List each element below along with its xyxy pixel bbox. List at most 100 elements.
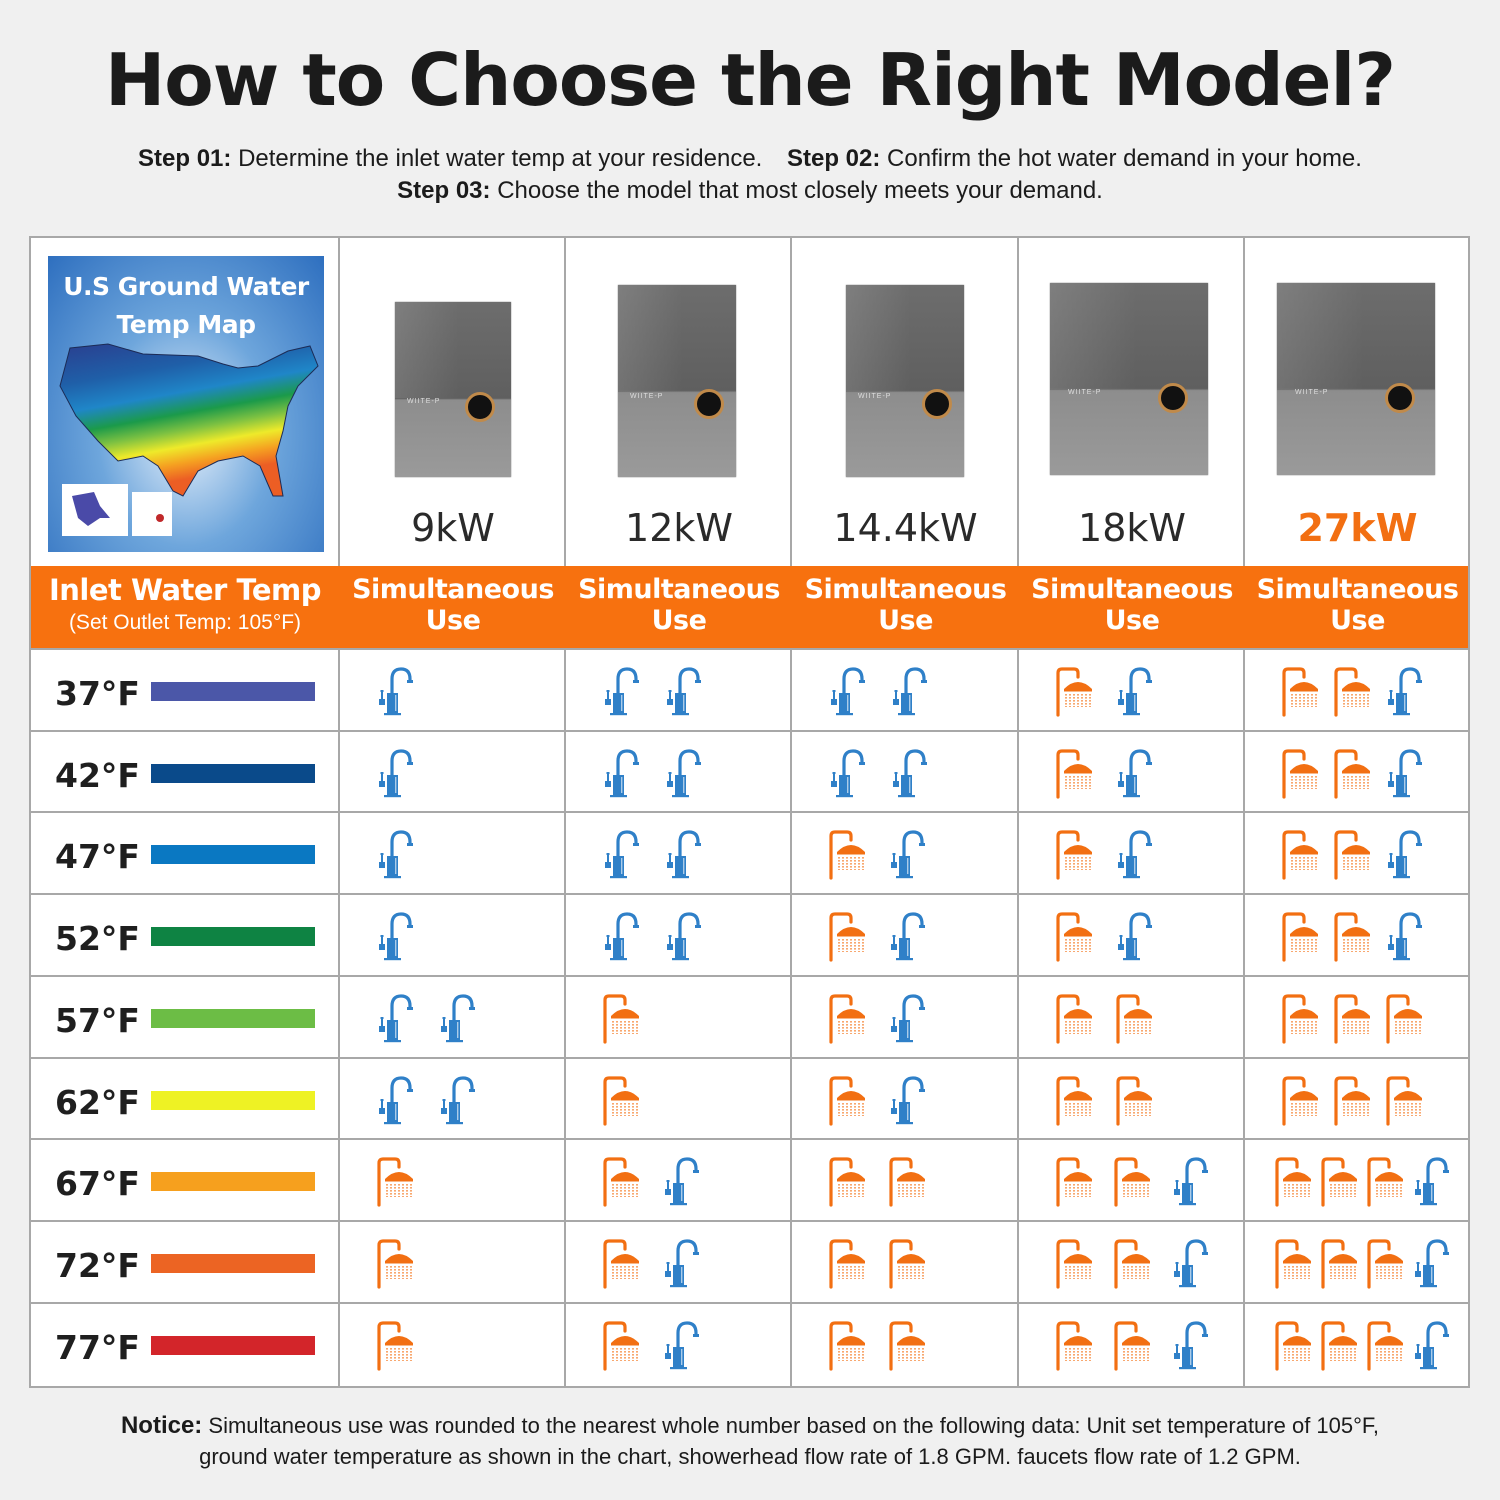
simultaneous-use-cell [1054, 744, 1154, 804]
inlet-water-temp-header: Inlet Water Temp (Set Outlet Temp: 105°F… [31, 566, 339, 648]
simultaneous-use-cell [601, 1316, 701, 1376]
simultaneous-use-cell [827, 989, 927, 1049]
simultaneous-use-cell [375, 744, 415, 804]
inlet-header-title: Inlet Water Temp [48, 573, 322, 607]
simultaneous-use-cell [375, 825, 415, 885]
simultaneous-use-cell [827, 907, 927, 967]
shower-icon [1321, 1239, 1357, 1289]
us-ground-water-temp-map: U.S Ground Water Temp Map [48, 256, 324, 552]
shower-icon [1282, 830, 1318, 880]
faucet-icon [831, 667, 865, 716]
faucet-icon [1118, 830, 1152, 879]
water-heater-image: WIITE-P [1050, 283, 1208, 475]
faucet-icon [667, 830, 701, 879]
model-9kw[interactable]: WIITE-P 9kW [340, 238, 566, 566]
temp-color-bar [151, 1090, 315, 1110]
step-03-text: Choose the model that most closely meets… [497, 177, 1103, 204]
inlet-temp-label: 62°F [55, 1082, 140, 1122]
table-row: 57°F [31, 974, 1468, 1057]
shower-icon [1367, 1320, 1403, 1371]
faucet-icon [893, 749, 927, 797]
faucet-icon [893, 667, 927, 716]
simultaneous-use-cell [375, 662, 415, 722]
shower-icon [1056, 1157, 1092, 1207]
shower-icon [1056, 1075, 1092, 1126]
shower-icon [829, 912, 865, 962]
shower-icon [829, 1320, 865, 1371]
inlet-temp-label: 37°F [55, 674, 140, 713]
model-label: 18kW [1078, 506, 1186, 550]
shower-icon [829, 830, 865, 880]
shower-icon [889, 1320, 925, 1371]
shower-icon [1056, 667, 1092, 717]
simultaneous-use-cell [827, 1071, 927, 1131]
simultaneous-use-cell [1054, 1316, 1210, 1376]
faucet-icon [891, 912, 925, 961]
faucet-icon [1415, 1157, 1449, 1206]
faucet-icon [441, 1075, 475, 1124]
temp-color-bar [151, 763, 315, 783]
table-row: 72°F [31, 1219, 1468, 1302]
shower-icon [1282, 667, 1318, 717]
notice-line-1: Simultaneous use was rounded to the near… [208, 1413, 1380, 1438]
simultaneous-use-cell [375, 1152, 413, 1212]
shower-icon [1367, 1239, 1403, 1289]
shower-icon [603, 1320, 639, 1371]
faucet-icon [1388, 749, 1422, 797]
table-row: 47°F [31, 811, 1468, 893]
shower-icon [377, 1320, 413, 1371]
simultaneous-use-cell [1054, 1071, 1152, 1131]
faucet-icon [1174, 1239, 1208, 1288]
faucet-icon [831, 749, 865, 797]
model-27kw[interactable]: WIITE-P 27kW [1245, 238, 1470, 566]
water-heater-image: WIITE-P [846, 285, 964, 477]
table-row: 42°F [31, 729, 1468, 812]
model-label: 12kW [625, 506, 733, 550]
faucet-icon [1388, 830, 1422, 879]
shower-icon [1114, 1157, 1150, 1207]
faucet-icon [1174, 1157, 1208, 1206]
faucet-icon [665, 1239, 699, 1288]
simultaneous-use-cell [375, 989, 477, 1049]
map-title-line-2: Temp Map [116, 310, 256, 339]
simultaneous-use-header: Simultaneous Use [1256, 574, 1459, 636]
notice: Notice: Simultaneous use was rounded to … [0, 1410, 1500, 1472]
faucet-icon [605, 912, 639, 961]
water-heater-image: WIITE-P [395, 302, 511, 477]
shower-icon [1386, 1075, 1422, 1126]
shower-icon [889, 1239, 925, 1289]
faucet-icon [605, 749, 639, 797]
simultaneous-use-header: Simultaneous Use [1031, 574, 1233, 636]
model-12kw[interactable]: WIITE-P 12kW [566, 238, 792, 566]
simultaneous-use-cell [1280, 989, 1422, 1049]
simultaneous-use-cell [1273, 1316, 1451, 1376]
map-title: U.S Ground Water Temp Map [48, 268, 324, 344]
shower-icon [889, 1157, 925, 1207]
water-heater-image: WIITE-P [618, 285, 736, 477]
table-row: 37°F [31, 648, 1468, 730]
simultaneous-use-cell [601, 744, 703, 804]
shower-icon [1056, 749, 1092, 799]
faucet-icon [1174, 1320, 1208, 1369]
temp-color-bar [151, 1335, 315, 1355]
map-title-line-1: U.S Ground Water [63, 272, 309, 301]
steps-instructions: Step 01: Determine the inlet water temp … [0, 143, 1500, 207]
simultaneous-use-cell [601, 1234, 701, 1294]
shower-icon [1056, 912, 1092, 962]
simultaneous-use-cell [601, 1152, 701, 1212]
shower-icon [603, 1075, 639, 1126]
shower-icon [1056, 1239, 1092, 1289]
simultaneous-use-cell [1054, 1234, 1210, 1294]
model-label: 9kW [411, 506, 495, 550]
faucet-icon [667, 912, 701, 961]
temp-color-bar [151, 845, 315, 865]
model-14-4kw[interactable]: WIITE-P 14.4kW [792, 238, 1019, 566]
simultaneous-use-cell [375, 1234, 413, 1294]
step-02-text: Confirm the hot water demand in your hom… [887, 145, 1362, 172]
inlet-temp-label: 42°F [55, 755, 140, 795]
simultaneous-use-cell [601, 989, 639, 1049]
simultaneous-use-cell [601, 662, 703, 722]
faucet-icon [891, 994, 925, 1042]
model-18kw[interactable]: WIITE-P 18kW [1019, 238, 1245, 566]
shower-icon [1334, 830, 1370, 880]
